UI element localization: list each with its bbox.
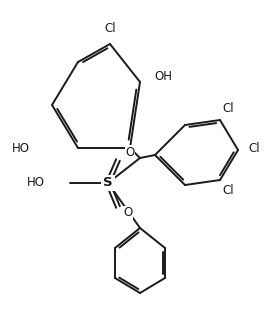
Text: Cl: Cl xyxy=(222,101,234,115)
Text: HO: HO xyxy=(27,176,45,189)
Text: OH: OH xyxy=(154,70,172,84)
Text: O: O xyxy=(123,206,133,219)
Text: O: O xyxy=(125,145,135,159)
Text: HO: HO xyxy=(12,142,30,154)
Text: S: S xyxy=(103,176,113,189)
Text: Cl: Cl xyxy=(248,142,260,154)
Text: Cl: Cl xyxy=(222,183,234,197)
Text: Cl: Cl xyxy=(104,21,116,34)
